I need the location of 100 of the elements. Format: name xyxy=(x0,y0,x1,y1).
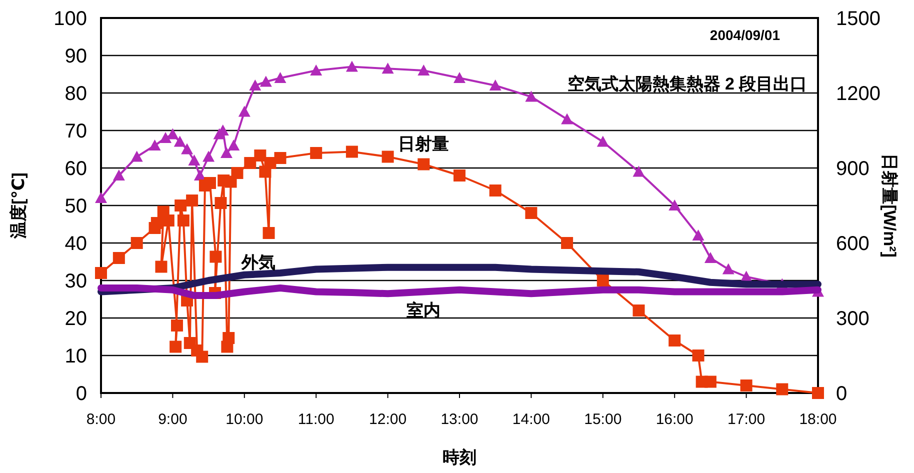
point xyxy=(112,252,125,264)
point xyxy=(704,252,716,263)
point xyxy=(95,192,107,203)
point xyxy=(561,237,574,249)
point xyxy=(130,237,143,249)
point xyxy=(174,200,187,212)
point xyxy=(186,194,198,206)
y-tick-label: 20 xyxy=(64,308,87,330)
point xyxy=(692,350,704,362)
x-tick-label: 11:00 xyxy=(298,411,334,428)
point xyxy=(174,136,186,147)
x-tick-label: 10:00 xyxy=(226,411,264,428)
annotation: 2004/09/01 xyxy=(710,27,780,43)
point xyxy=(214,197,227,209)
point xyxy=(238,106,250,117)
point xyxy=(310,64,322,76)
point xyxy=(668,200,681,210)
point xyxy=(632,304,645,316)
y-tick-label: 30 xyxy=(64,270,87,292)
point xyxy=(418,64,430,76)
point xyxy=(244,157,256,169)
point xyxy=(160,132,172,143)
y-tick-label: 60 xyxy=(64,158,87,180)
y2-tick-label: 1200 xyxy=(836,83,880,105)
point xyxy=(525,207,538,219)
x-tick-label: 12:00 xyxy=(369,411,407,428)
x-tick-label: 9:00 xyxy=(158,411,188,428)
x-axis-title: 時刻 xyxy=(442,448,476,467)
point xyxy=(382,62,394,74)
y-tick-label: 100 xyxy=(54,8,87,30)
point xyxy=(454,170,466,182)
y-tick-label: 70 xyxy=(64,120,87,142)
point xyxy=(228,140,240,150)
x-tick-label: 17:00 xyxy=(728,411,766,428)
point xyxy=(222,332,235,344)
x-tick-label: 15:00 xyxy=(584,411,622,428)
point xyxy=(596,274,609,286)
point xyxy=(489,80,502,90)
point xyxy=(155,260,168,273)
point xyxy=(188,154,200,166)
y2-axis-title: 日射量[W/m²] xyxy=(880,154,899,258)
point xyxy=(148,140,161,150)
point xyxy=(177,214,190,226)
series-label: 日射量 xyxy=(398,134,450,154)
y-tick-label: 0 xyxy=(76,383,87,405)
y2-tick-label: 0 xyxy=(836,383,848,405)
point xyxy=(95,267,107,279)
point xyxy=(692,230,704,240)
point xyxy=(231,167,244,179)
x-tick-label: 18:00 xyxy=(799,411,837,428)
point xyxy=(812,387,824,399)
point xyxy=(202,150,215,162)
y2-tick-label: 1500 xyxy=(836,8,880,30)
point xyxy=(210,250,222,263)
point xyxy=(454,72,466,83)
point xyxy=(596,136,609,147)
point xyxy=(776,383,788,396)
point xyxy=(181,143,194,154)
series-label: 室内 xyxy=(406,301,441,320)
point xyxy=(740,380,752,392)
point xyxy=(704,376,716,388)
point xyxy=(668,334,681,346)
y-tick-label: 10 xyxy=(64,346,87,368)
series-label: 空気式太陽熱集熱器 2 段目出口 xyxy=(567,74,808,94)
point xyxy=(112,170,125,180)
point xyxy=(170,340,182,353)
point xyxy=(262,227,275,239)
point xyxy=(346,60,358,72)
point xyxy=(525,90,538,102)
point xyxy=(489,184,502,196)
y-tick-label: 90 xyxy=(64,46,87,68)
y2-tick-label: 900 xyxy=(836,158,870,180)
point xyxy=(220,147,232,158)
y-tick-label: 50 xyxy=(64,196,87,218)
point xyxy=(310,147,322,159)
point xyxy=(632,166,645,177)
point xyxy=(722,263,734,274)
point xyxy=(561,113,574,124)
point xyxy=(260,76,272,87)
point xyxy=(130,150,143,162)
x-tick-label: 16:00 xyxy=(656,411,694,428)
point xyxy=(274,152,286,164)
point xyxy=(254,150,266,162)
y-axis-title: 温度[℃] xyxy=(9,172,28,240)
point xyxy=(171,320,183,332)
y2-tick-label: 600 xyxy=(836,233,870,255)
y2-tick-label: 300 xyxy=(836,308,870,330)
x-tick-label: 13:00 xyxy=(440,411,478,428)
y-tick-label: 40 xyxy=(64,233,87,255)
point xyxy=(249,80,262,90)
point xyxy=(274,72,286,83)
series-label: 外気 xyxy=(240,253,276,272)
point xyxy=(418,158,430,170)
x-tick-label: 8:00 xyxy=(86,411,116,428)
y-tick-label: 80 xyxy=(64,83,87,105)
x-tick-label: 14:00 xyxy=(512,411,550,428)
point xyxy=(204,177,216,189)
point xyxy=(196,350,208,363)
point xyxy=(346,146,358,158)
point xyxy=(382,150,394,163)
